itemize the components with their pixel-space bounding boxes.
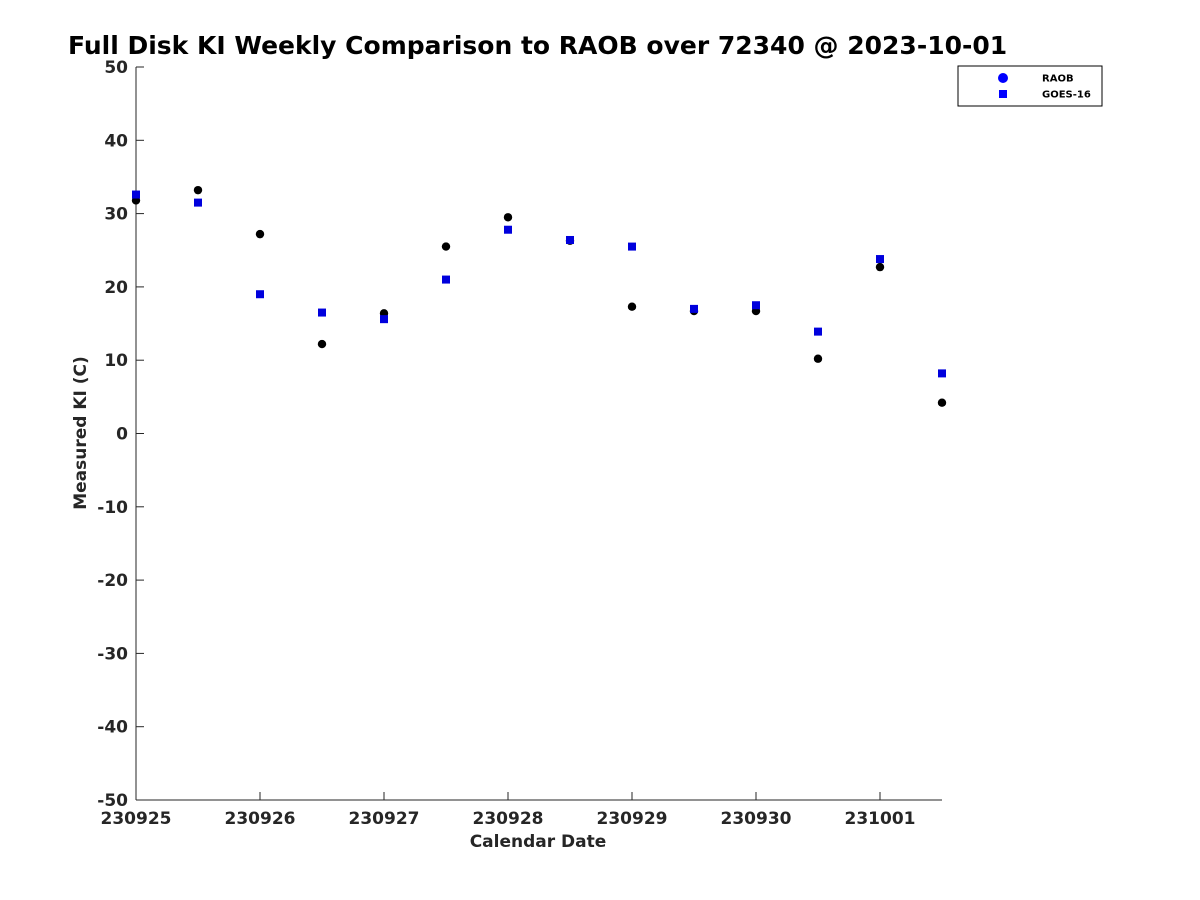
goes-16-point bbox=[752, 301, 760, 310]
y-tick-label: 30 bbox=[104, 205, 128, 225]
y-tick-label: -20 bbox=[97, 571, 128, 591]
raob-point bbox=[441, 242, 451, 251]
legend-marker-raob bbox=[998, 73, 1008, 83]
x-tick-label: 230929 bbox=[597, 809, 668, 829]
goes-16-point bbox=[938, 369, 946, 378]
legend-label: RAOB bbox=[1042, 74, 1074, 85]
raob-point bbox=[627, 302, 637, 311]
goes-16-point bbox=[566, 235, 574, 244]
raob-point bbox=[875, 262, 885, 272]
y-tick-label: -40 bbox=[97, 718, 128, 738]
goes-16-point bbox=[628, 242, 636, 251]
x-tick-label: 230928 bbox=[473, 809, 544, 829]
y-axis-ticks: 50 40 30 20 10 0 -10 -20 -30 -40 -50 bbox=[97, 58, 144, 811]
goes-16-point bbox=[690, 304, 698, 313]
chart-title: Full Disk KI Weekly Comparison to RAOB o… bbox=[68, 31, 1007, 60]
x-tick-label: 230927 bbox=[349, 809, 420, 829]
legend-marker-goes-16 bbox=[999, 90, 1007, 98]
goes-16-point bbox=[504, 225, 512, 234]
x-axis-label: Calendar Date bbox=[470, 832, 607, 852]
goes-16-point bbox=[814, 327, 822, 336]
x-tick-label: 231001 bbox=[845, 809, 916, 829]
y-tick-label: 10 bbox=[104, 351, 128, 371]
y-tick-label: 0 bbox=[116, 425, 128, 445]
x-tick-label: 230930 bbox=[721, 809, 792, 829]
raob-point bbox=[813, 354, 823, 363]
x-tick-label: 230925 bbox=[101, 809, 172, 829]
goes-16-point bbox=[380, 315, 388, 324]
goes-16-point bbox=[318, 308, 326, 317]
goes-16-point bbox=[132, 190, 140, 199]
y-tick-label: -50 bbox=[97, 791, 128, 811]
y-tick-label: 20 bbox=[104, 278, 128, 298]
series-layer bbox=[131, 185, 947, 407]
x-tick-label: 230926 bbox=[225, 809, 296, 829]
y-axis-label: Measured KI (C) bbox=[71, 356, 91, 510]
y-tick-label: -10 bbox=[97, 498, 128, 518]
raob-point bbox=[937, 398, 947, 407]
series-raob bbox=[131, 185, 947, 407]
legend: RAOB GOES-16 bbox=[957, 65, 1103, 107]
goes-16-point bbox=[194, 198, 202, 207]
raob-point bbox=[317, 339, 327, 349]
y-tick-label: 40 bbox=[104, 131, 128, 151]
raob-point bbox=[255, 229, 265, 239]
goes-16-point bbox=[256, 290, 264, 299]
raob-point bbox=[503, 213, 513, 222]
axes bbox=[135, 67, 942, 801]
y-tick-label: 50 bbox=[104, 58, 128, 78]
x-axis-ticks: 230925 230926 230927 230928 230929 230930 2310… bbox=[101, 792, 916, 829]
legend-label: GOES-16 bbox=[1042, 90, 1091, 101]
y-tick-label: -30 bbox=[97, 644, 128, 664]
series-goes-16 bbox=[132, 190, 946, 378]
legend-box bbox=[957, 65, 1103, 107]
raob-point bbox=[193, 185, 203, 195]
goes-16-point bbox=[876, 255, 884, 264]
goes-16-point bbox=[442, 275, 450, 284]
